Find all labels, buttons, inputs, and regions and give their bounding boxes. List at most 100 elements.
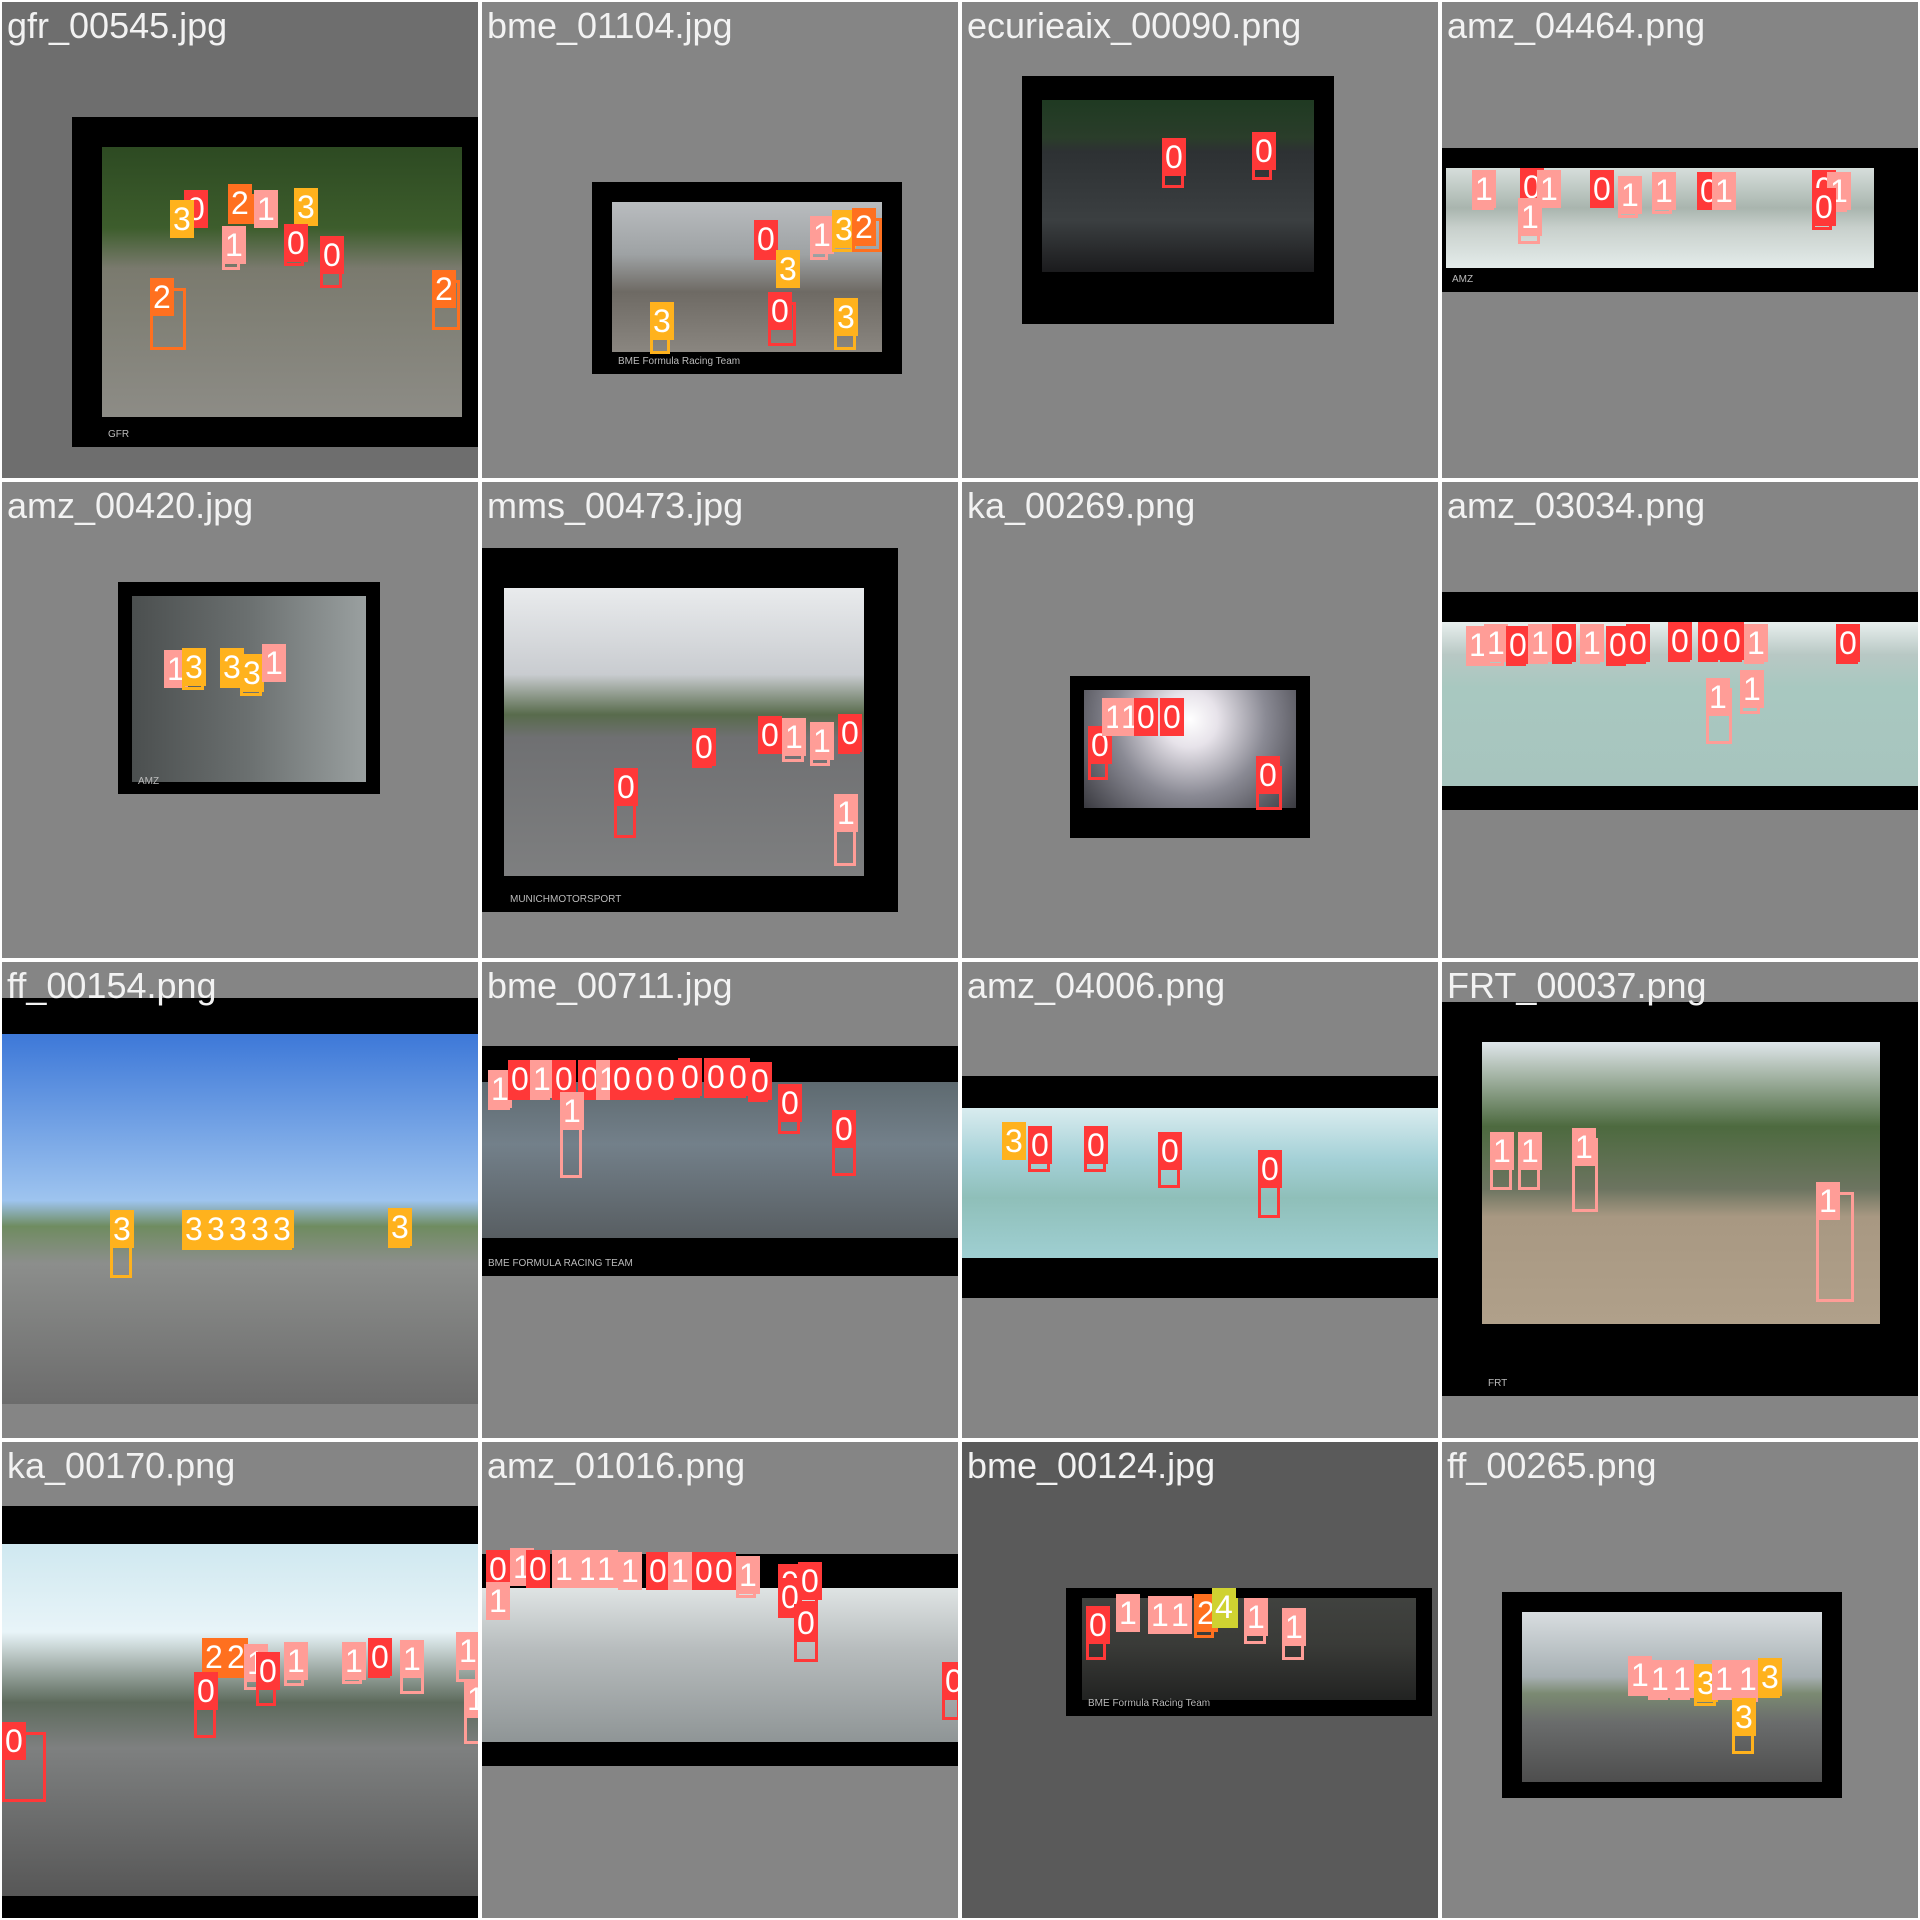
- detection-label: 1: [342, 1642, 366, 1680]
- detection-label: 1: [488, 1070, 512, 1108]
- detection-label: 1: [1537, 170, 1561, 208]
- detection-label: 3: [110, 1210, 134, 1248]
- detection-label: 2: [224, 1638, 248, 1676]
- detection-label: 0: [646, 1552, 670, 1590]
- filename-label: ff_00265.png: [1447, 1445, 1657, 1486]
- detection-label: 3: [240, 654, 264, 692]
- detection-label: 0: [778, 1084, 802, 1122]
- photo-area: [482, 1588, 958, 1742]
- detection-label: 1: [1712, 172, 1736, 210]
- mosaic-tile: 0 0 ecurieaix_00090.png: [962, 2, 1438, 478]
- detection-label: 1: [1736, 1660, 1760, 1698]
- mosaic-tile: BME Formula Racing Team 0 3 0 3 3 1 3 2 bme_01104…: [482, 2, 958, 478]
- detection-label: 1: [552, 1550, 576, 1588]
- detection-label: 1: [1244, 1598, 1268, 1636]
- filename-label: amz_03034.png: [1447, 485, 1706, 526]
- filename-label: gfr_00545.jpg: [7, 5, 228, 46]
- detection-label: 1: [1580, 624, 1604, 662]
- detection-label: 1: [834, 794, 858, 832]
- mosaic-tile: 3 0 0 0 0 amz_04006.png: [962, 962, 1438, 1438]
- detection-label: 0: [610, 1060, 634, 1098]
- detection-label: 3: [220, 648, 244, 686]
- detection-label: 1: [560, 1092, 584, 1130]
- detection-label: 0: [678, 1058, 702, 1096]
- watermark: BME Formula Racing Team: [1088, 1698, 1211, 1709]
- detection-label: 1: [1490, 1132, 1514, 1170]
- detection-label: 1: [1740, 670, 1764, 708]
- photo-area: [2, 1544, 478, 1896]
- mosaic-tile: 221011011010ka_00170.png: [2, 1442, 478, 1918]
- detection-label: 1: [486, 1582, 510, 1620]
- detection-label: 0: [508, 1060, 532, 1098]
- detection-label: 3: [832, 210, 856, 248]
- mosaic-tile: BME FORMULA RACING TEAM 1 0 1 0 0 1 0 0 0 0 0 0 0 1 0 0 b…: [482, 962, 958, 1438]
- detection-label: 1: [1518, 1132, 1542, 1170]
- detection-label: 1: [456, 1632, 478, 1670]
- detection-label: 1: [1706, 678, 1730, 716]
- detection-label: 0: [1258, 1150, 1282, 1188]
- mosaic-tile: AMZ101011010110amz_04464.png: [1442, 2, 1918, 478]
- detection-label: 2: [150, 278, 174, 316]
- detection-label: 3: [170, 200, 194, 238]
- filename-label: amz_01016.png: [487, 1445, 746, 1486]
- photo-area: [482, 1082, 958, 1238]
- filename-label: amz_00420.jpg: [7, 485, 254, 526]
- mosaic-tile: 3 3 3 3 3 3 3 ff_00154.png: [2, 962, 478, 1438]
- filename-label: bme_00124.jpg: [967, 1445, 1216, 1486]
- watermark: FRT: [1488, 1378, 1508, 1389]
- detection-label: 1: [1528, 624, 1552, 662]
- detection-label: 0: [552, 1060, 576, 1098]
- mosaic-tile: 1 1 1 3 1 1 3 3 ff_00265.png: [1442, 1442, 1918, 1918]
- detection-label: 3: [182, 648, 206, 686]
- detection-label: 0: [2, 1722, 26, 1760]
- detection-label: 0: [1812, 188, 1836, 226]
- watermark: AMZ: [138, 776, 160, 787]
- detection-label: 0: [1086, 1606, 1110, 1644]
- detection-label: 1: [1282, 1608, 1306, 1646]
- detection-label: 1: [1148, 1596, 1172, 1634]
- detection-label: 4: [1212, 1588, 1236, 1626]
- detection-label: 1: [530, 1060, 554, 1098]
- detection-label: 1: [618, 1552, 642, 1590]
- detection-label: 3: [650, 302, 674, 340]
- detection-label: 0: [1160, 698, 1184, 736]
- detection-label: 2: [852, 208, 876, 246]
- detection-label: 1: [736, 1556, 760, 1594]
- detection-label: 0: [692, 1552, 716, 1590]
- detection-label: 0: [758, 716, 782, 754]
- watermark: MUNICHMOTORSPORT: [510, 894, 622, 905]
- detection-label: 0: [1256, 756, 1280, 794]
- detection-label: 2: [228, 184, 252, 222]
- mosaic-tile: GFR 0 2 1 3 0 0 2 2 3 1 gfr_00545.jpg: [2, 2, 478, 478]
- detection-label: 1: [1572, 1128, 1596, 1166]
- detection-label: 3: [1758, 1658, 1782, 1696]
- detection-label: 0: [614, 768, 638, 806]
- detection-label: 0: [1668, 622, 1692, 660]
- detection-label: 0: [1590, 170, 1614, 208]
- filename-label: bme_01104.jpg: [487, 5, 733, 46]
- filename-label: ka_00170.png: [7, 1445, 236, 1486]
- detection-label: 1: [576, 1550, 600, 1588]
- detection-label: 1: [284, 1642, 308, 1680]
- detection-label: 3: [270, 1210, 294, 1248]
- detection-label: 3: [226, 1210, 250, 1248]
- photo-area: [1482, 1042, 1880, 1324]
- filename-label: amz_04006.png: [967, 965, 1226, 1006]
- mosaic-tile: 0 1 1 0 0 0 ka_00269.png: [962, 482, 1438, 958]
- detection-label: 1: [1518, 198, 1542, 236]
- detection-label: 0: [632, 1060, 656, 1098]
- detection-label: 0: [692, 728, 716, 766]
- mosaic-tile: FRT 1 1 1 1 FRT_00037.png: [1442, 962, 1918, 1438]
- detection-label: 0: [832, 1110, 856, 1148]
- detection-label: 1: [1816, 1182, 1840, 1220]
- detection-label: 0: [798, 1562, 822, 1600]
- detection-label: 3: [182, 1210, 206, 1248]
- detection-label: 0: [578, 1060, 602, 1098]
- mosaic-tile: 1 1 0 1 0 1 0 0 0 0 0 1 1 0 1 amz_03034.png: [1442, 482, 1918, 958]
- detection-label: 1: [164, 650, 188, 688]
- filename-label: bme_00711.jpg: [487, 965, 733, 1006]
- detection-label: 0: [526, 1550, 550, 1588]
- detection-label: 3: [1002, 1122, 1026, 1160]
- filename-label: amz_04464.png: [1447, 5, 1706, 46]
- detection-label: 3: [776, 250, 800, 288]
